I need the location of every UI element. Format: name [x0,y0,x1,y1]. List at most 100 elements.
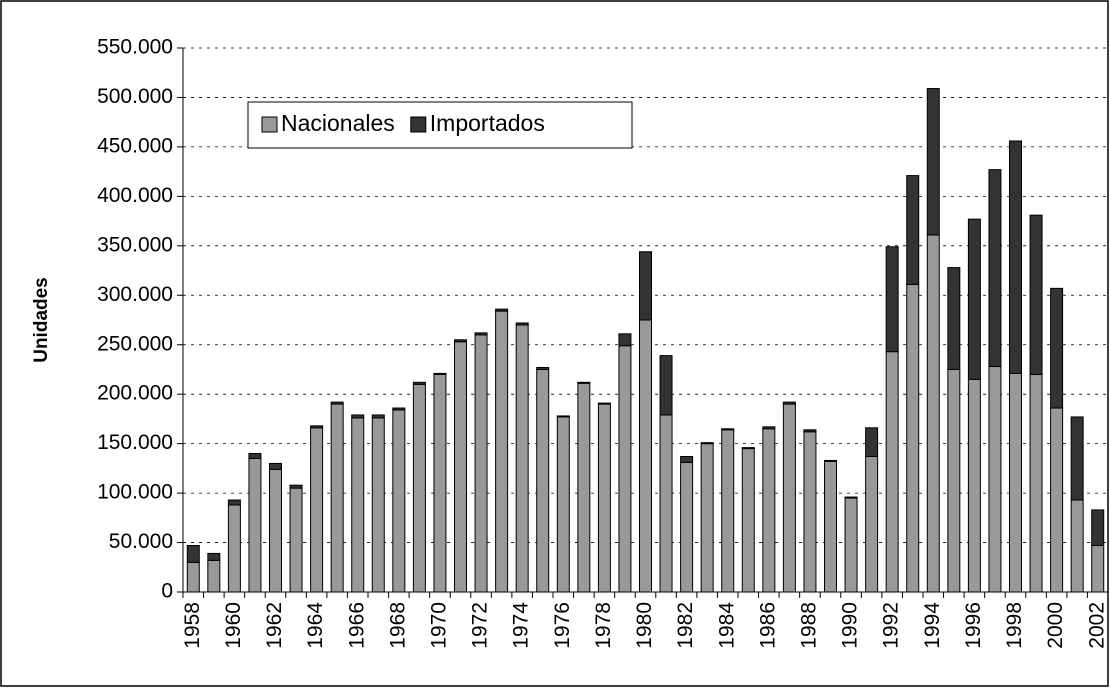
bar-segment [865,427,879,457]
x-tick-label: 1992 [880,602,903,649]
bar-segment [1009,140,1022,374]
x-tick-label: 1994 [921,602,944,649]
bar-segment [865,455,879,593]
bar-segment [515,322,529,326]
bar-segment [269,462,282,470]
bar-segment [412,383,426,593]
bar-segment [227,499,241,506]
y-tick-label: 150.000 [97,431,173,454]
x-tick-label: 1972 [469,602,492,649]
bar-segment [885,351,899,593]
bar-segment [433,372,447,375]
bar-segment [803,431,817,593]
x-tick-label: 1968 [386,602,409,649]
bar-segment [844,496,858,499]
bar-segment [289,484,303,489]
bar-segment [618,333,632,347]
legend-swatch [410,116,427,133]
bar-segment [659,414,673,593]
bar-segment [680,455,694,463]
bar-segment [392,409,406,593]
bar-segment [433,373,447,593]
x-tick-label: 2000 [1044,602,1067,649]
y-tick-label: 50.000 [109,530,173,553]
bar-segment [577,381,591,384]
bar-segment [556,416,570,593]
legend-label: Importados [430,110,545,136]
bar-segment [536,366,550,370]
bar-segment [844,497,858,593]
x-tick-label: 1984 [715,602,738,649]
bar-segment [639,251,652,321]
bar-segment [824,460,837,593]
bar-segment [371,417,385,593]
bar-segment [412,381,426,385]
x-tick-label: 1964 [304,602,327,649]
legend-label: Nacionales [281,110,395,136]
y-tick-label: 250.000 [97,332,173,355]
bar-segment [885,246,899,353]
bar-segment [597,403,611,593]
bar-segment [330,403,344,593]
bar-segment [515,324,529,593]
bar-segment [207,552,221,561]
bar-segment [474,332,488,336]
bar-segment [227,504,241,593]
bar-segment [351,414,365,419]
bar-segment [639,319,652,593]
x-tick-label: 1986 [756,602,779,649]
bar-segment [269,468,282,593]
bar-segment [289,487,303,593]
x-tick-label: 1966 [345,602,368,649]
bar-segment [762,428,776,593]
y-tick-label: 200.000 [97,382,173,405]
y-tick-label: 0 [161,580,173,603]
bar-segment [248,453,262,459]
y-tick-label: 450.000 [97,134,173,157]
bar-segment [310,427,324,593]
bar-segment [967,378,981,593]
bar-segment [700,442,714,445]
bar-segment [782,403,796,593]
y-tick-label: 300.000 [97,283,173,306]
bar-segment [330,401,344,405]
bar-segment [741,447,755,450]
bar-segment [186,545,200,563]
bar-segment [803,429,817,433]
bar-segment [536,368,550,593]
bar-segment [1029,373,1043,593]
y-axis-title: Unidades [31,277,52,363]
x-tick-label: 1982 [674,602,697,649]
bar-segment [1091,545,1105,593]
x-tick-label: 1970 [427,602,450,649]
bar-segment [741,448,755,593]
bar-segment [680,461,694,593]
y-tick-label: 500.000 [97,85,173,108]
bar-segment [1070,416,1084,501]
bar-segment [659,355,673,416]
bar-segment [207,559,221,593]
x-tick-label: 1962 [263,602,286,649]
x-tick-label: 1976 [551,602,574,649]
bar-segment [495,308,509,312]
bar-segment [721,428,735,431]
bar-segment [1050,407,1064,593]
bar-segment [947,267,961,370]
bar-segment [926,88,940,236]
bar-segment [351,417,365,593]
bar-segment [721,429,735,593]
bar-segment [762,426,776,430]
legend-swatch [261,116,278,133]
bar-segment [947,368,961,593]
bar-segment [454,341,467,593]
bar-segment [454,339,467,343]
bar-segment [310,425,324,429]
bar-segment [556,415,570,418]
x-tick-label: 1990 [839,602,862,649]
y-tick-label: 550.000 [97,36,173,59]
bar-segment [782,401,796,405]
bar-segment [1091,509,1105,547]
y-tick-label: 350.000 [97,233,173,256]
x-tick-label: 1998 [1003,602,1026,649]
